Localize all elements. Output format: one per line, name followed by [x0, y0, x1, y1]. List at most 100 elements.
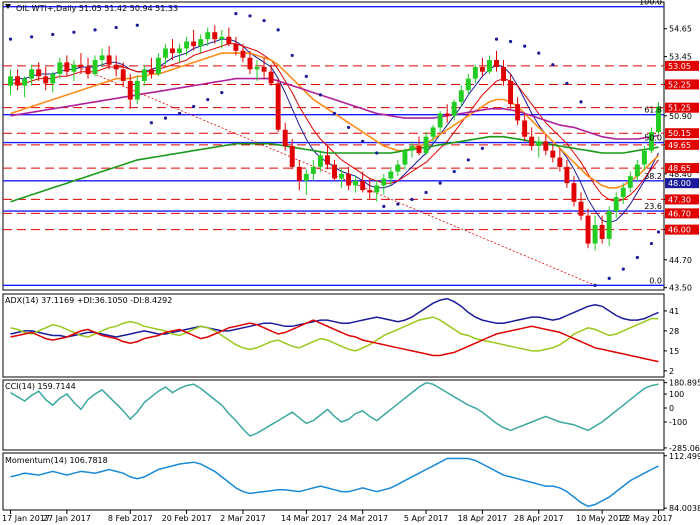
- price-tag-7: [665, 194, 699, 205]
- sar-dot-30: [466, 158, 470, 162]
- candle-body-39: [282, 129, 288, 146]
- sar-dot-1: [30, 35, 34, 39]
- sar-dot-7: [149, 121, 153, 125]
- candle-body-65: [465, 78, 471, 91]
- x-tick-label-11: 22 May 2017: [620, 514, 672, 523]
- sar-dot-31: [480, 146, 485, 150]
- sar-dot-41: [621, 267, 625, 271]
- adx-tick-label-2: 15: [669, 347, 679, 356]
- cci-tick-label-4: -285.0687: [669, 444, 700, 453]
- candle-body-2: [22, 78, 28, 86]
- adx-series-1: [10, 316, 659, 352]
- sar-dot-37: [565, 81, 569, 85]
- candle-body-46: [332, 164, 337, 179]
- candle-body-60: [430, 127, 436, 137]
- candle-body-81: [578, 201, 584, 216]
- fib-label-5: 0.0: [649, 276, 662, 285]
- candle-body-55: [395, 164, 401, 172]
- x-tick-label-8: 18 Apr 2017: [458, 514, 507, 523]
- sar-dot-20: [332, 111, 337, 116]
- candle-body-27: [198, 39, 204, 47]
- candle-body-44: [317, 155, 323, 167]
- candle-body-29: [212, 32, 218, 40]
- candle-body-19: [141, 69, 147, 81]
- candle-body-8: [64, 62, 70, 72]
- adx-title: ADX(14) 37.1169 +DI:36.1050 -DI:8.4292: [5, 296, 172, 305]
- collapse-triangle-icon[interactable]: [5, 4, 11, 9]
- sar-dot-5: [114, 25, 118, 30]
- sar-dot-23: [375, 151, 379, 155]
- candle-body-47: [339, 173, 345, 179]
- moving-average-line-4: [10, 135, 659, 203]
- price-tick-label-8: 53.45: [669, 53, 692, 62]
- candle-body-79: [564, 166, 570, 184]
- candle-body-36: [261, 67, 267, 72]
- candle-body-11: [85, 67, 91, 74]
- candle-body-66: [472, 67, 478, 79]
- candle-body-34: [247, 57, 253, 70]
- price-tag-label-6: 48.00: [668, 179, 691, 188]
- sar-dot-16: [276, 28, 280, 32]
- price-tag-label-9: 46.00: [668, 226, 691, 235]
- sar-dot-14: [248, 14, 252, 18]
- sar-dot-0: [8, 37, 13, 41]
- sar-dot-25: [396, 202, 400, 206]
- cci-tick-label-0: 180.8954: [669, 379, 700, 388]
- x-tick-label-6: 24 Mar 2017: [337, 514, 388, 523]
- candle-body-76: [543, 141, 549, 151]
- candle-body-71: [508, 80, 514, 105]
- candle-body-22: [163, 48, 168, 58]
- candle-body-9: [71, 64, 77, 72]
- x-tick-label-1: 27 Jan 2017: [43, 514, 91, 523]
- price-tag-2: [665, 102, 699, 113]
- momentum-tick-label-1: 84.0038: [669, 504, 700, 513]
- sar-dot-22: [361, 139, 365, 143]
- candle-body-54: [388, 171, 394, 179]
- candle-body-53: [381, 178, 387, 186]
- price-tag-0: [665, 60, 699, 71]
- pane-frame-3: [2, 452, 665, 511]
- candle-body-73: [522, 120, 528, 137]
- candle-body-38: [275, 83, 281, 130]
- sar-dot-32: [494, 37, 499, 41]
- candle-body-82: [585, 215, 591, 244]
- candle-body-6: [50, 74, 56, 84]
- fib-label-4: 23.6: [644, 202, 662, 211]
- sar-dot-33: [508, 39, 513, 44]
- candle-body-48: [346, 173, 352, 186]
- momentum-tick-label-0: 112.4993: [669, 452, 700, 461]
- candle-body-70: [501, 67, 506, 81]
- cci-tick-label-2: 0: [669, 404, 674, 413]
- candle-body-45: [324, 155, 330, 165]
- momentum-series-0: [10, 457, 659, 508]
- price-tag-8: [665, 208, 699, 219]
- fib-label-3: 38.2: [644, 172, 662, 181]
- price-tag-label-8: 46.70: [668, 209, 691, 218]
- sar-dot-42: [635, 255, 639, 260]
- x-tick-label-5: 14 Mar 2017: [281, 514, 332, 523]
- candle-body-74: [529, 136, 535, 146]
- candle-body-10: [78, 64, 84, 68]
- sar-dot-21: [346, 125, 351, 130]
- candle-body-64: [458, 90, 464, 102]
- candle-body-83: [592, 224, 598, 244]
- candle-body-40: [289, 146, 295, 167]
- price-tick-label-4: 48.40: [669, 170, 692, 179]
- x-tick-label-9: 28 Apr 2017: [514, 514, 563, 523]
- cci-series-0: [10, 382, 659, 437]
- sar-dot-24: [382, 204, 386, 208]
- price-tag-label-1: 52.25: [668, 80, 691, 89]
- sar-dot-6: [135, 23, 139, 27]
- candle-body-32: [233, 43, 239, 51]
- sar-dot-40: [607, 276, 611, 280]
- price-tag-label-5: 48.65: [668, 164, 691, 173]
- candle-body-21: [155, 57, 161, 74]
- candle-body-35: [254, 67, 260, 70]
- candle-body-33: [240, 50, 246, 58]
- sar-dot-9: [177, 111, 182, 116]
- main-chart-title: OIL WTI+,Daily 51.05 51.42 50.94 51.33: [16, 4, 178, 13]
- fib-label-1: 61.8: [644, 106, 662, 115]
- candle-body-15: [113, 64, 119, 70]
- sar-dot-27: [424, 190, 428, 195]
